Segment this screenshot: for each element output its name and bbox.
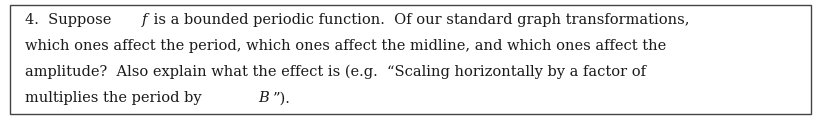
Text: f: f <box>142 13 147 27</box>
Text: amplitude?  Also explain what the effect is (e.g.  “Scaling horizontally by a fa: amplitude? Also explain what the effect … <box>25 65 650 79</box>
FancyBboxPatch shape <box>10 5 810 114</box>
Text: 4.  Suppose: 4. Suppose <box>25 13 116 27</box>
Text: multiplies the period by: multiplies the period by <box>25 91 206 105</box>
Text: which ones affect the period, which ones affect the midline, and which ones affe: which ones affect the period, which ones… <box>25 39 665 53</box>
Text: ”).: ”). <box>272 91 290 105</box>
Text: B: B <box>258 91 269 105</box>
Text: is a bounded periodic function.  Of our standard graph transformations,: is a bounded periodic function. Of our s… <box>149 13 689 27</box>
